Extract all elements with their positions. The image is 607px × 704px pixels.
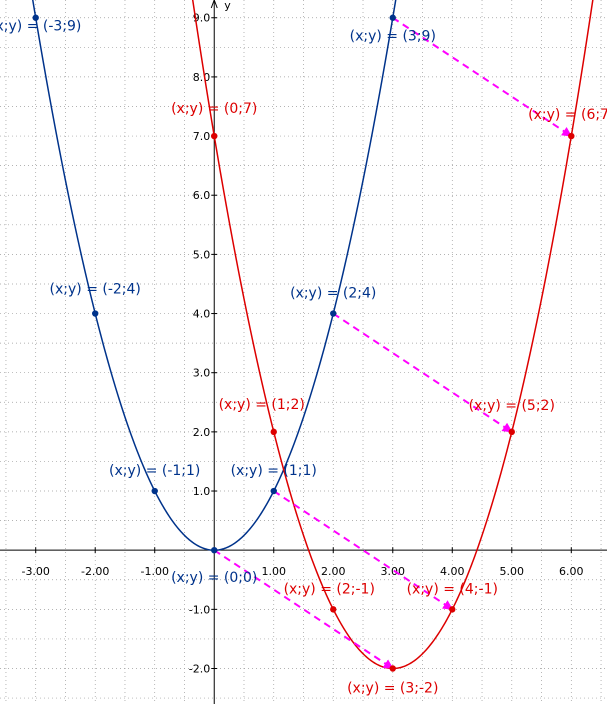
point-label: (x;y) = (-1;1) <box>109 463 200 479</box>
data-point <box>508 428 515 436</box>
y-tick-label: -1.0 <box>189 603 210 616</box>
y-tick-label: 5.0 <box>193 248 211 261</box>
point-label: (x;y) = (-2;4) <box>50 282 141 298</box>
y-tick-label: 7.0 <box>193 130 211 143</box>
x-tick-label: -2.00 <box>81 565 109 578</box>
point-label: (x;y) = (1;2) <box>219 397 305 413</box>
data-point <box>270 487 277 495</box>
y-tick-label: -2.0 <box>189 663 210 676</box>
y-tick-label: 1.0 <box>193 485 211 498</box>
y-axis-arrow <box>210 0 218 9</box>
y-tick-label: 8.0 <box>193 71 211 84</box>
data-point <box>568 132 575 140</box>
data-point <box>330 310 337 317</box>
y-tick-label: 2.0 <box>193 426 211 439</box>
x-tick-label: -1.00 <box>140 565 168 578</box>
point-labels: (x;y) = (-3;9) (x;y) = (-2;4) (x;y) = (-1;… <box>0 19 607 697</box>
point-label: (x;y) = (6;7) <box>528 107 607 123</box>
data-point <box>151 487 158 495</box>
y-tick-label: 9.0 <box>193 12 211 25</box>
point-label: (x;y) = (0;7) <box>171 101 257 117</box>
data-points <box>32 14 575 672</box>
data-point <box>32 14 39 21</box>
point-label: (x;y) = (4;-1) <box>407 581 498 597</box>
point-label: (x;y) = (3;9) <box>350 29 436 45</box>
x-tick-label: 1.00 <box>261 565 286 578</box>
x-tick-label: 6.00 <box>559 565 584 578</box>
point-label: (x;y) = (2;-1) <box>284 581 375 597</box>
data-point <box>270 428 277 436</box>
point-label: (x;y) = (-3;9) <box>0 19 81 35</box>
tick-labels: -3.00 -2.00 -1.00 1.00 2.00 3.00 4.00 5.00 6.00 -… <box>21 12 583 676</box>
x-tick-label: 3.00 <box>381 565 406 578</box>
y-tick-label: 4.0 <box>193 308 211 321</box>
x-tick-label: 2.00 <box>321 565 346 578</box>
data-point <box>389 665 396 672</box>
data-point <box>211 132 218 140</box>
x-tick-label: 5.00 <box>500 565 525 578</box>
x-tick-label: 4.00 <box>440 565 465 578</box>
y-axis-label: y <box>224 0 231 12</box>
x-tick-label: -3.00 <box>21 565 49 578</box>
point-label: (x;y) = (2;4) <box>290 286 376 302</box>
data-point <box>92 310 99 317</box>
data-point <box>330 606 337 613</box>
data-point <box>449 606 456 613</box>
data-point <box>389 14 396 21</box>
data-point <box>211 546 218 554</box>
y-tick-label: 3.0 <box>193 367 211 380</box>
point-label: (x;y) = (0;0) <box>171 570 257 586</box>
y-tick-label: 6.0 <box>193 189 211 202</box>
point-label: (x;y) = (3;-2) <box>347 681 438 697</box>
point-label: (x;y) = (1;1) <box>231 463 317 479</box>
point-label: (x;y) = (5;2) <box>469 398 555 414</box>
